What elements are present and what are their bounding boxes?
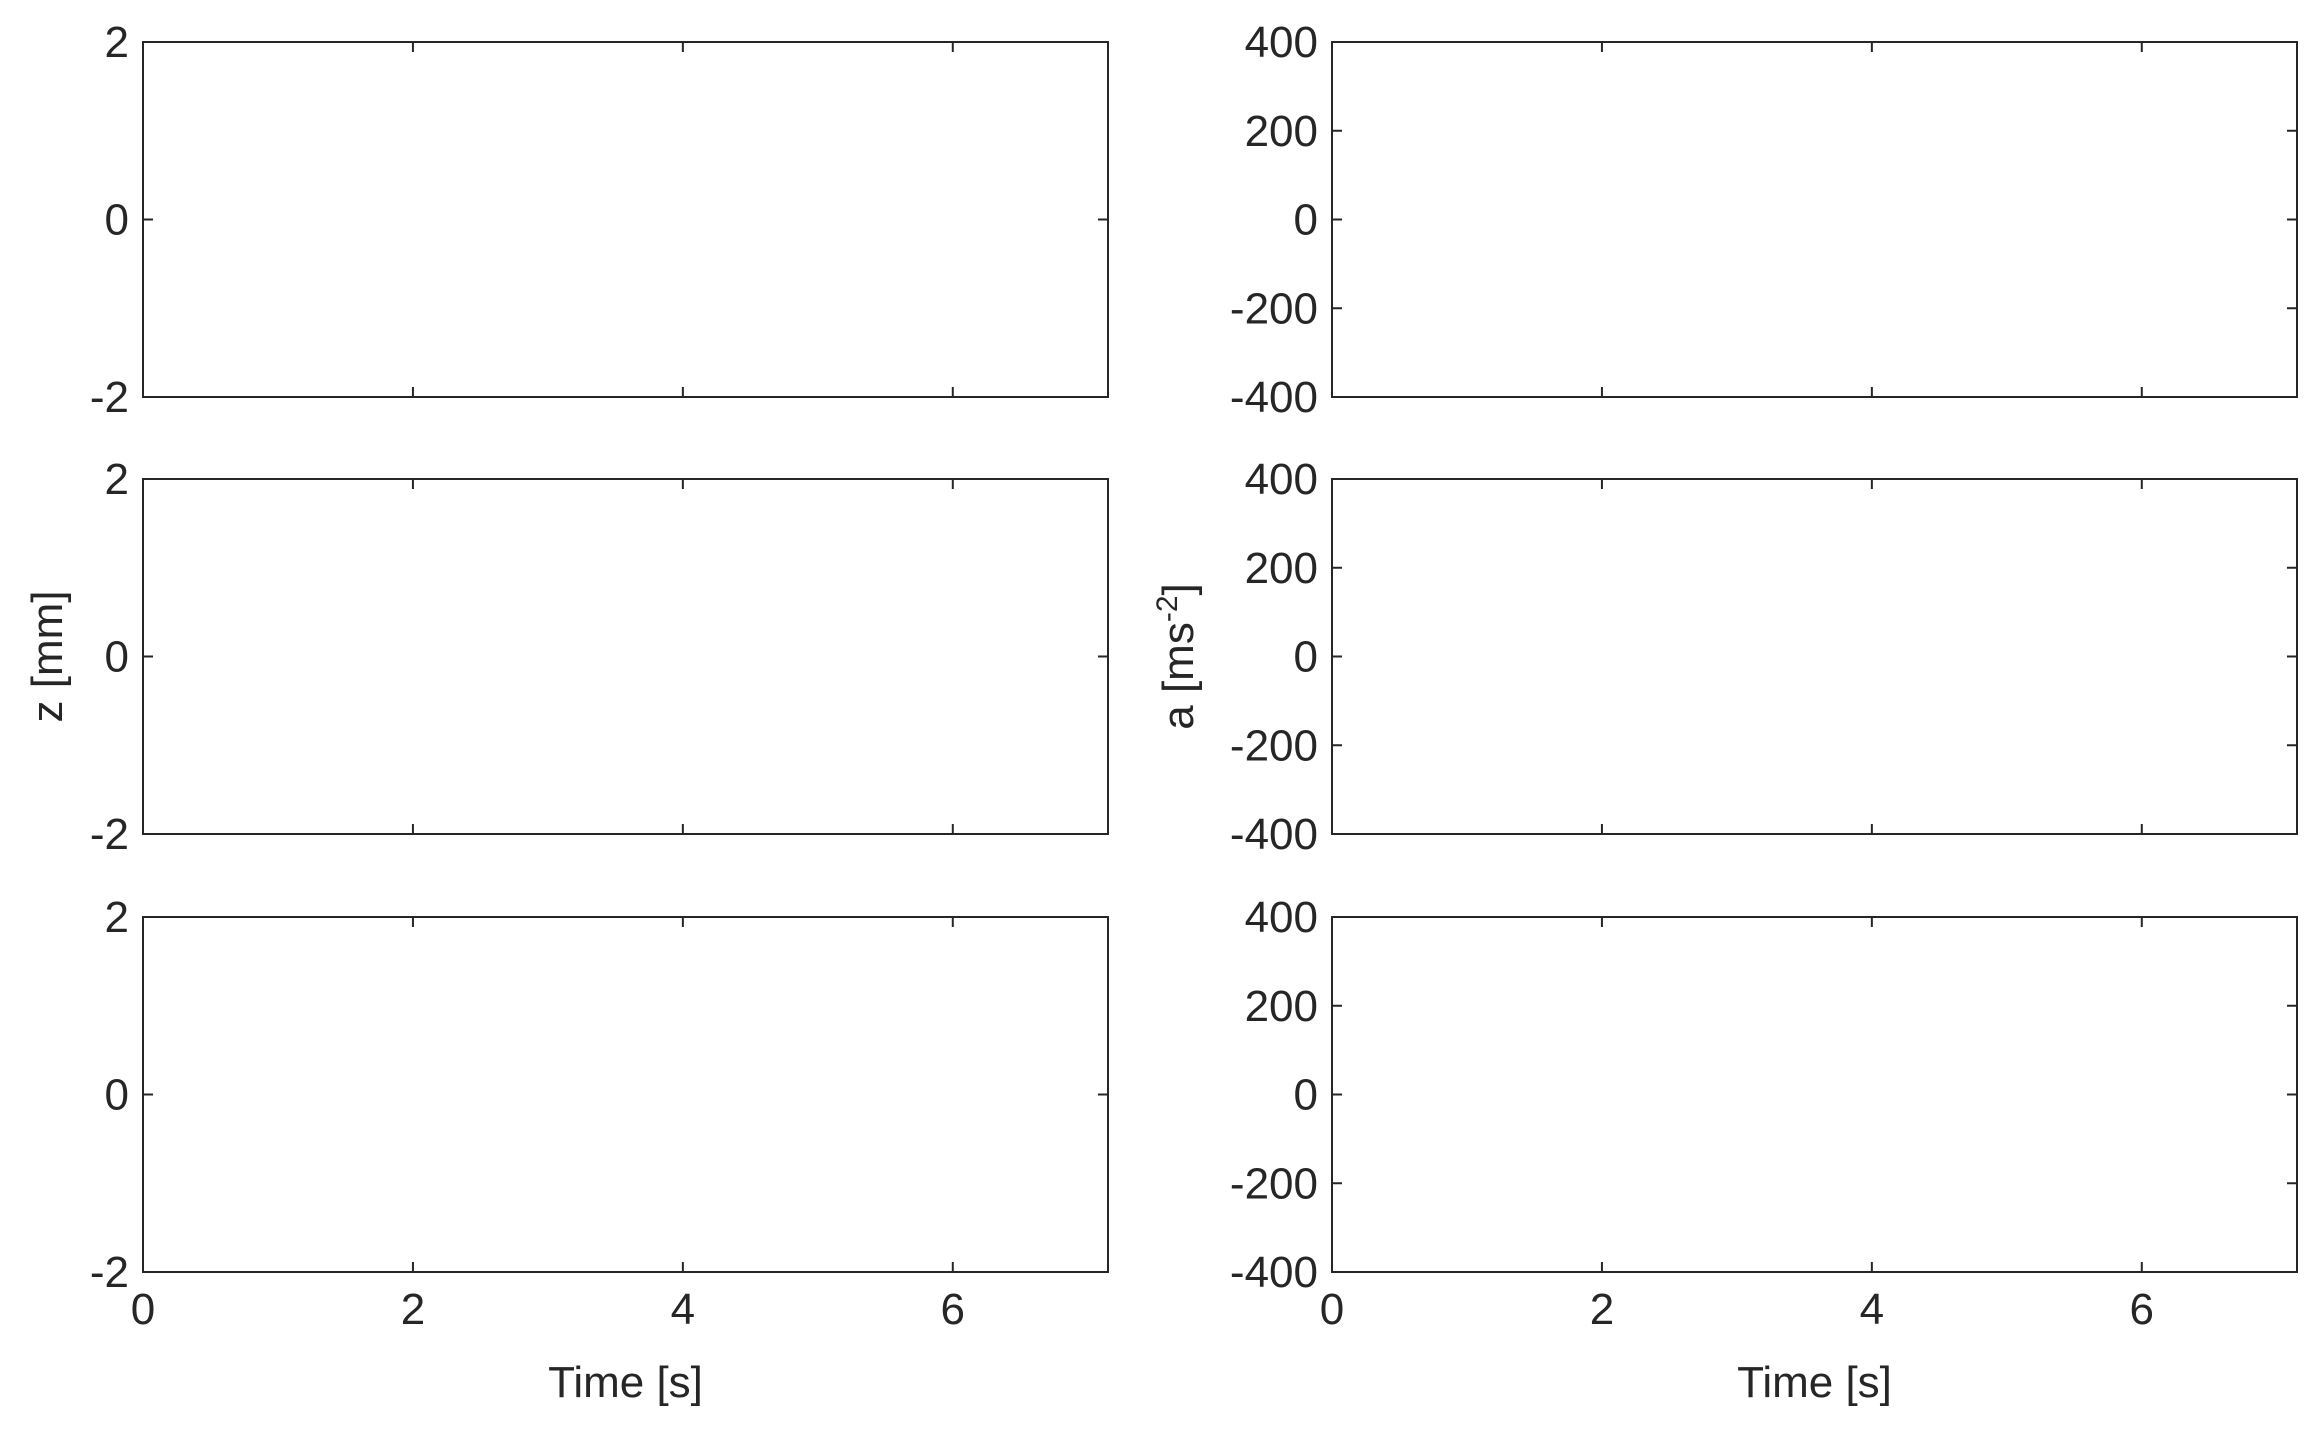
- y-tick-label: -400: [1230, 1248, 1318, 1297]
- y-tick-label: 2: [105, 18, 129, 67]
- axes-a-top: -400 -200 0 200 400: [1230, 18, 2298, 422]
- x-tick-label: 4: [1860, 1285, 1884, 1334]
- axes-z-top: -2 0 2: [90, 18, 1109, 422]
- axes-frame: [142, 41, 1109, 398]
- y-tick-label: -200: [1230, 1159, 1318, 1208]
- y-tick-label: 0: [1294, 196, 1318, 245]
- y-tick-label: 200: [1245, 544, 1318, 593]
- y-tick-label: -2: [90, 373, 129, 422]
- y-tick-label: -400: [1230, 810, 1318, 859]
- y-axis-label: z [mm]: [23, 591, 72, 723]
- y-axis-label-superscript: -2: [1151, 595, 1184, 622]
- y-tick-label: 0: [105, 633, 129, 682]
- y-tick-label: 400: [1245, 18, 1318, 67]
- y-tick-label: -200: [1230, 284, 1318, 333]
- axes-frame: [1331, 41, 2298, 398]
- axes-a-bot: -400 -200 0 200 400 0 2 4 6 Time [s]: [1230, 893, 2298, 1407]
- x-tick-label: 4: [671, 1285, 695, 1334]
- y-tick-label: 0: [1294, 633, 1318, 682]
- x-tick-label: 6: [941, 1285, 965, 1334]
- x-axis-label: Time [s]: [548, 1358, 703, 1407]
- axes-z-mid: -2 0 2 z [mm]: [23, 455, 1109, 859]
- axes-frame: [1331, 478, 2298, 835]
- y-axis-label-suffix: ]: [1154, 583, 1203, 595]
- y-tick-label: -2: [90, 1248, 129, 1297]
- y-tick-label: 0: [1294, 1071, 1318, 1120]
- y-tick-label: 400: [1245, 893, 1318, 942]
- x-tick-label: 2: [1590, 1285, 1614, 1334]
- y-tick-label: -2: [90, 810, 129, 859]
- y-tick-label: 200: [1245, 107, 1318, 156]
- x-tick-label: 6: [2130, 1285, 2154, 1334]
- x-axis-label: Time [s]: [1737, 1358, 1892, 1407]
- axes-frame: [142, 916, 1109, 1273]
- y-tick-label: 2: [105, 455, 129, 504]
- y-tick-label: -400: [1230, 373, 1318, 422]
- axes-frame: [142, 478, 1109, 835]
- y-tick-label: 0: [105, 196, 129, 245]
- y-tick-label: 0: [105, 1071, 129, 1120]
- y-tick-label: 200: [1245, 982, 1318, 1031]
- y-tick-label: -200: [1230, 721, 1318, 770]
- x-tick-label: 0: [1320, 1285, 1344, 1334]
- y-tick-label: 2: [105, 893, 129, 942]
- axes-frame: [1331, 916, 2298, 1273]
- x-tick-label: 0: [131, 1285, 155, 1334]
- y-tick-label: 400: [1245, 455, 1318, 504]
- x-tick-label: 2: [401, 1285, 425, 1334]
